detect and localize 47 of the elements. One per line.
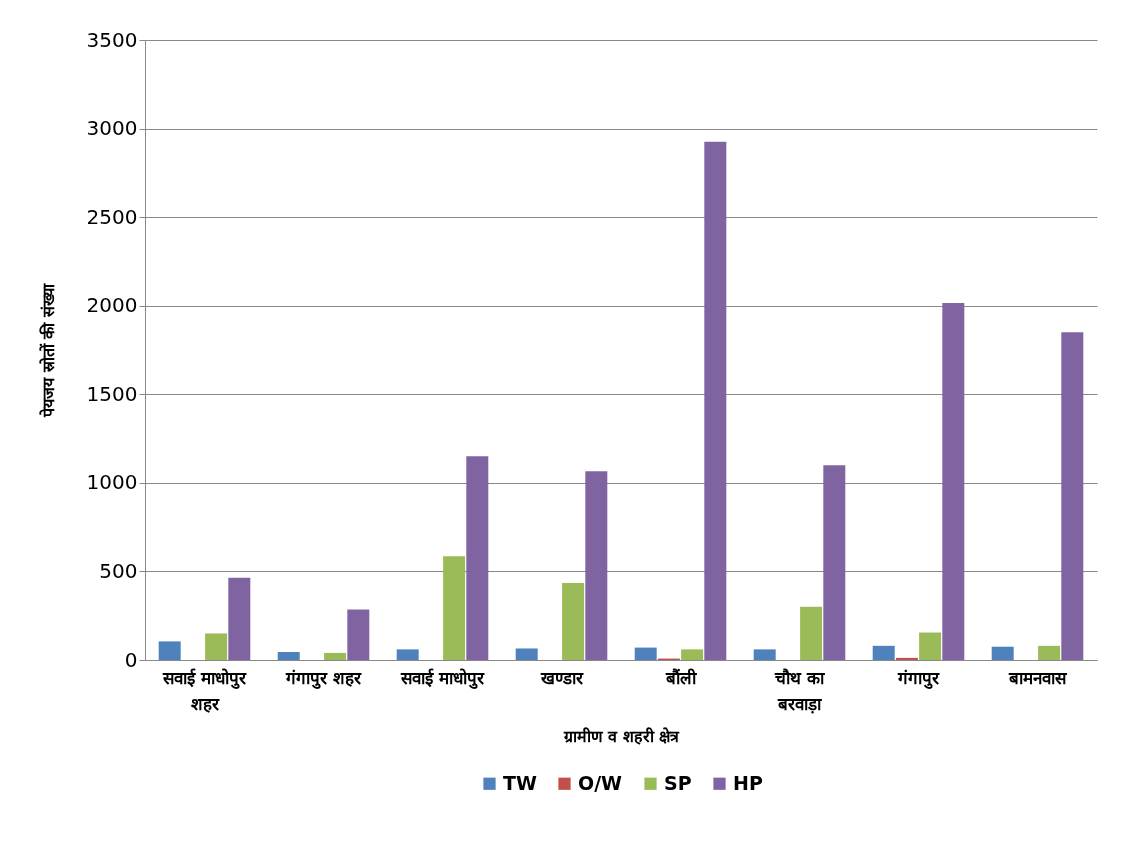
bar — [324, 652, 347, 660]
bar — [205, 633, 228, 660]
y-tick-label: 500 — [99, 558, 138, 583]
y-tick-label: 2000 — [86, 293, 138, 318]
bar — [872, 645, 895, 660]
x-tick-label: खण्डार — [539, 667, 584, 688]
y-tick-label: 2500 — [86, 204, 138, 229]
legend-label: O/W — [578, 771, 623, 794]
x-tick-label: बौंली — [664, 667, 697, 688]
y-tick-label: 3500 — [86, 27, 138, 52]
bar — [634, 647, 657, 660]
bar — [1038, 645, 1061, 660]
bar — [515, 648, 538, 660]
bar — [1061, 332, 1084, 660]
bar — [585, 471, 608, 660]
bar — [753, 649, 776, 660]
bar — [895, 657, 918, 660]
y-tick-label: 1000 — [86, 470, 138, 495]
bar — [681, 649, 704, 660]
bar — [991, 646, 1014, 660]
y-tick-label: 1500 — [86, 381, 138, 406]
bar — [443, 556, 466, 660]
bar — [396, 649, 419, 660]
legend-label: HP — [733, 771, 763, 794]
x-tick-label: सवाई माधोपुर शहर — [162, 667, 247, 714]
bar — [800, 606, 823, 660]
bar — [347, 609, 370, 660]
x-tick-label: गंगापुर — [897, 667, 940, 689]
x-tick-label: सवाई माधोपुर — [400, 667, 485, 689]
bar — [823, 465, 846, 660]
bar — [466, 456, 489, 660]
x-tick-label: गंगापुर शहर — [285, 667, 362, 689]
y-axis-title: पेयजय स्रोतों की संख्या — [38, 283, 58, 418]
x-axis-title: ग्रामीण व शहरी क्षेत्र — [562, 726, 681, 746]
bar — [562, 582, 585, 660]
bar — [704, 141, 727, 660]
bar — [942, 303, 965, 660]
legend-label: TW — [503, 771, 537, 794]
y-tick-label: 0 — [124, 647, 138, 672]
bar — [228, 577, 251, 660]
bar — [919, 632, 942, 660]
bar — [277, 652, 300, 660]
x-tick-label: चौथ का बरवाड़ा — [774, 667, 825, 714]
bar — [158, 641, 181, 660]
y-tick-label: 3000 — [86, 116, 138, 141]
x-tick-label: बामनवास — [1008, 667, 1068, 688]
legend-label: SP — [664, 771, 692, 794]
